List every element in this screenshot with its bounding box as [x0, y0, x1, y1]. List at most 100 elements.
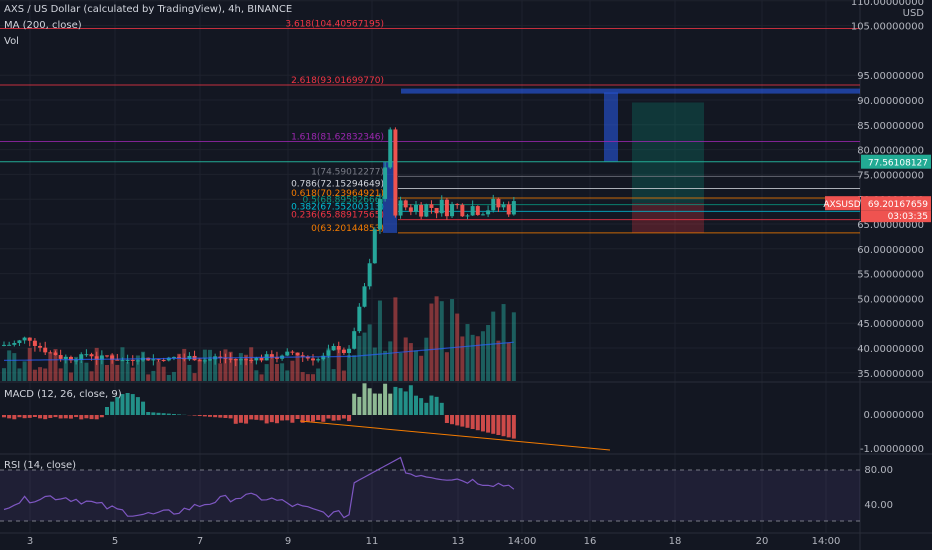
macd-histogram-bar — [424, 402, 429, 415]
candle-body — [295, 352, 300, 356]
price-tick-label: 40.00000000 — [857, 344, 924, 355]
volume-bar — [12, 353, 17, 381]
macd-histogram-bar — [171, 414, 176, 415]
symbol-tag-bg — [825, 196, 860, 211]
price-tick-label: 65.00000000 — [857, 220, 924, 231]
candle-body — [151, 359, 156, 361]
volume-bar — [146, 374, 151, 381]
macd-histogram-bar — [388, 393, 393, 415]
macd-histogram-bar — [110, 401, 115, 415]
candle-body — [305, 356, 310, 359]
last-price-tag: 69.20167659 — [868, 200, 928, 210]
volume-bar — [53, 349, 58, 381]
candle-body — [43, 347, 48, 353]
horizontal-line-price-tag-bg — [861, 154, 931, 169]
candle-body — [171, 356, 176, 358]
candle-body — [403, 200, 408, 208]
volume-bar — [377, 300, 382, 381]
volume-bar — [48, 353, 53, 381]
candle-body — [125, 359, 130, 361]
volume-bar — [486, 325, 491, 381]
volume-bar — [192, 373, 197, 381]
volume-bar — [254, 370, 259, 381]
macd-histogram-bar — [444, 415, 449, 423]
rsi-tick-label: 40.00 — [864, 500, 893, 511]
candle-body — [38, 345, 43, 348]
time-tick-label: 14:00 — [812, 536, 841, 547]
macd-histogram-bar — [506, 415, 511, 438]
macd-histogram-bar — [27, 415, 32, 418]
macd-histogram-bar — [439, 402, 444, 415]
candle-body — [439, 199, 444, 214]
volume-bar — [336, 347, 341, 381]
macd-histogram-bar — [228, 415, 233, 419]
macd-histogram-bar — [53, 415, 58, 418]
macd-histogram-bar — [336, 415, 341, 421]
volume-bar — [274, 363, 279, 381]
price-tick-label: 55.00000000 — [857, 270, 924, 281]
volume-bar — [383, 350, 388, 381]
fib-level-label: 3.618(104.40567195) — [285, 20, 384, 30]
macd-histogram-bar — [141, 401, 146, 415]
macd-histogram-bar — [244, 415, 249, 424]
candle-body — [362, 286, 367, 307]
volume-bar — [27, 347, 32, 381]
volume-bar — [130, 367, 135, 381]
rsi-line — [3, 456, 515, 519]
macd-histogram-bar — [115, 397, 120, 415]
candle-body — [161, 360, 166, 362]
macd-histogram-bar — [321, 415, 326, 422]
macd-histogram-bar — [7, 415, 12, 419]
volume-bar — [434, 296, 439, 381]
time-tick-label: 20 — [756, 536, 769, 547]
fib-level-label: 1.618(81.62832346) — [291, 133, 384, 143]
candle-body — [254, 357, 259, 361]
volume-bar — [22, 361, 27, 381]
macd-histogram-bar — [367, 388, 372, 415]
volume-bar — [506, 342, 511, 381]
fib-level-label: 0.236(65.88917565) — [291, 211, 384, 221]
macd-histogram-bar — [89, 415, 94, 420]
volume-bar — [115, 364, 120, 381]
candle-body — [372, 229, 377, 264]
macd-histogram-bar — [161, 413, 166, 415]
price-tick-label: 50.00000000 — [857, 294, 924, 305]
macd-histogram-bar — [290, 415, 295, 423]
candle-body — [455, 204, 460, 206]
candle-body — [511, 201, 516, 215]
macd-histogram-bar — [151, 412, 156, 415]
candle-body — [311, 358, 315, 361]
chart-legend-ma: MA (200, close) — [4, 20, 82, 31]
volume-bar — [213, 356, 218, 381]
volume-bar — [125, 361, 130, 381]
volume-bar — [429, 303, 434, 381]
volume-bar — [439, 301, 444, 381]
candle-body — [486, 210, 491, 215]
macd-histogram-bar — [2, 415, 6, 418]
macd-histogram-bar — [213, 415, 218, 418]
candle-body — [367, 263, 372, 287]
volume-bar — [321, 357, 326, 381]
macd-histogram-bar — [311, 415, 315, 422]
macd-histogram-bar — [393, 386, 398, 415]
macd-histogram-bar — [274, 415, 279, 424]
candle-body — [377, 198, 382, 230]
volume-bar — [398, 352, 403, 381]
macd-histogram-bar — [202, 415, 207, 417]
macd-histogram-bar — [511, 415, 516, 439]
candle-body — [105, 355, 109, 357]
macd-histogram-bar — [326, 415, 331, 419]
candle-body — [414, 204, 418, 212]
macd-histogram-bar — [12, 415, 17, 420]
fib-level-label: 0.5(68.89582666) — [303, 196, 384, 206]
volume-bar — [79, 361, 84, 381]
volume-bar — [444, 352, 449, 381]
price-tick-label: 45.00000000 — [857, 319, 924, 330]
volume-bar — [305, 374, 310, 381]
volume-bar — [388, 341, 393, 381]
stop-zone — [632, 203, 704, 233]
macd-histogram-bar — [146, 412, 151, 415]
volume-bar — [326, 348, 331, 381]
macd-histogram-bar — [74, 415, 79, 418]
